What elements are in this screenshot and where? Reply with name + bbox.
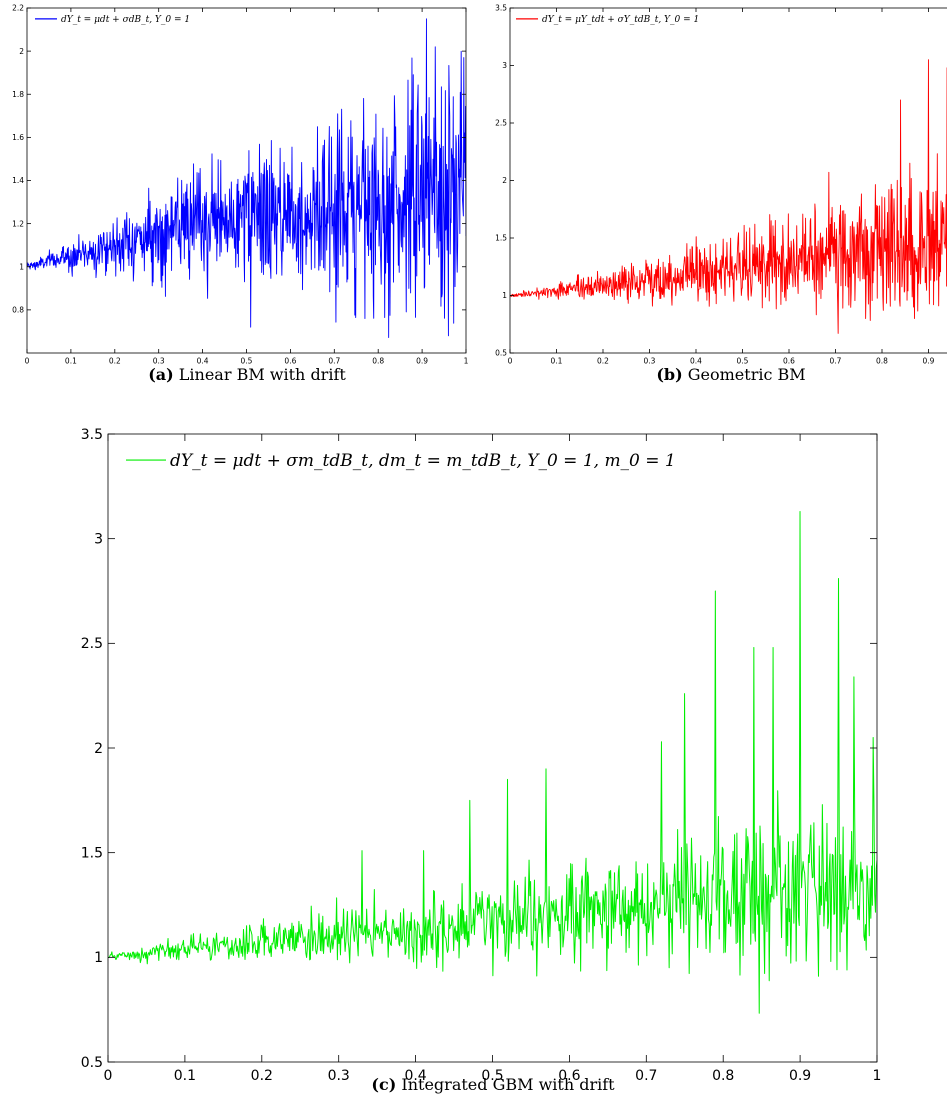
y-tick-label: 1 xyxy=(19,262,24,271)
y-tick-label: 3.5 xyxy=(495,4,507,13)
series-line-b xyxy=(510,60,947,334)
legend-label-c: dY_t = μdt + σm_tdB_t, dm_t = m_tdB_t, Y… xyxy=(170,451,676,471)
series-line-c xyxy=(108,511,877,1013)
caption-title: Integrated GBM with drift xyxy=(396,1075,615,1094)
x-tick-label: 0 xyxy=(104,1068,113,1084)
chart-panel-a: 0 0.1 0.2 0.3 0.4 0.5 0.6 0.7 0.8 0.9 10.811.21.41… xyxy=(12,4,469,384)
series-line-a xyxy=(27,19,466,338)
y-tick-label: 2.5 xyxy=(81,636,103,652)
chart-panel-b: 0 0.1 0.2 0.3 0.4 0.5 0.6 0.7 0.8 0.90.511.522.53… xyxy=(495,4,947,384)
legend-label-b: dY_t = μY_tdt + σY_tdB_t, Y_0 = 1 xyxy=(542,15,699,25)
x-tick-label: 0.3 xyxy=(328,1068,350,1084)
axes-box-a xyxy=(27,8,466,353)
x-tick-label: 0.8 xyxy=(712,1068,734,1084)
x-tick-label: 0.7 xyxy=(635,1068,657,1084)
y-tick-label: 1.2 xyxy=(12,219,24,228)
caption-title: Geometric BM xyxy=(683,365,806,384)
x-tick-label: 0.9 xyxy=(789,1068,811,1084)
x-tick-label: 0.8 xyxy=(876,357,888,366)
caption-b: (b) Geometric BM xyxy=(656,365,805,384)
y-tick-label: 0.5 xyxy=(495,349,507,358)
y-tick-label: 3 xyxy=(502,61,507,70)
x-tick-label: 0.2 xyxy=(251,1068,273,1084)
caption-c: (c) Integrated GBM with drift xyxy=(371,1075,615,1094)
x-tick-label: 0.3 xyxy=(644,357,656,366)
y-tick-label: 1.6 xyxy=(12,133,24,142)
x-tick-label: 0.2 xyxy=(109,357,121,366)
y-tick-label: 2.5 xyxy=(495,119,507,128)
legend-label-a: dY_t = μdt + σdB_t, Y_0 = 1 xyxy=(61,15,190,25)
y-tick-label: 1.5 xyxy=(495,234,507,243)
x-tick-label: 0.1 xyxy=(174,1068,196,1084)
y-tick-label: 2 xyxy=(502,176,507,185)
x-tick-label: 0.1 xyxy=(551,357,563,366)
caption-letter: (c) xyxy=(371,1075,396,1094)
y-tick-label: 1 xyxy=(94,950,103,966)
y-tick-label: 1.4 xyxy=(12,176,24,185)
x-tick-label: 0 xyxy=(25,357,30,366)
caption-title: Linear BM with drift xyxy=(174,365,347,384)
x-tick-label: 0 xyxy=(508,357,513,366)
y-tick-label: 3.5 xyxy=(81,427,103,443)
y-tick-label: 2 xyxy=(19,47,24,56)
y-tick-label: 1 xyxy=(502,291,507,300)
y-tick-label: 2.2 xyxy=(12,4,24,13)
y-tick-label: 0.8 xyxy=(12,306,24,315)
caption-a: (a) Linear BM with drift xyxy=(148,365,346,384)
axes-box-b xyxy=(510,8,947,353)
x-tick-label: 0.1 xyxy=(65,357,77,366)
x-tick-label: 0.8 xyxy=(372,357,384,366)
y-tick-label: 1.5 xyxy=(81,846,103,862)
y-tick-label: 3 xyxy=(94,532,103,548)
chart-panel-c: 0 0.1 0.2 0.3 0.4 0.5 0.6 0.7 0.8 0.9 10.511.522.5… xyxy=(81,427,882,1094)
caption-letter: (b) xyxy=(656,365,682,384)
x-tick-label: 0.9 xyxy=(416,357,428,366)
x-tick-label: 1 xyxy=(873,1068,882,1084)
x-tick-label: 0.2 xyxy=(597,357,609,366)
y-tick-label: 0.5 xyxy=(81,1055,103,1071)
y-tick-label: 2 xyxy=(94,741,103,757)
caption-letter: (a) xyxy=(148,365,174,384)
y-tick-label: 1.8 xyxy=(12,90,24,99)
x-tick-label: 0.9 xyxy=(923,357,935,366)
x-tick-label: 1 xyxy=(464,357,469,366)
x-tick-label: 0.7 xyxy=(830,357,842,366)
